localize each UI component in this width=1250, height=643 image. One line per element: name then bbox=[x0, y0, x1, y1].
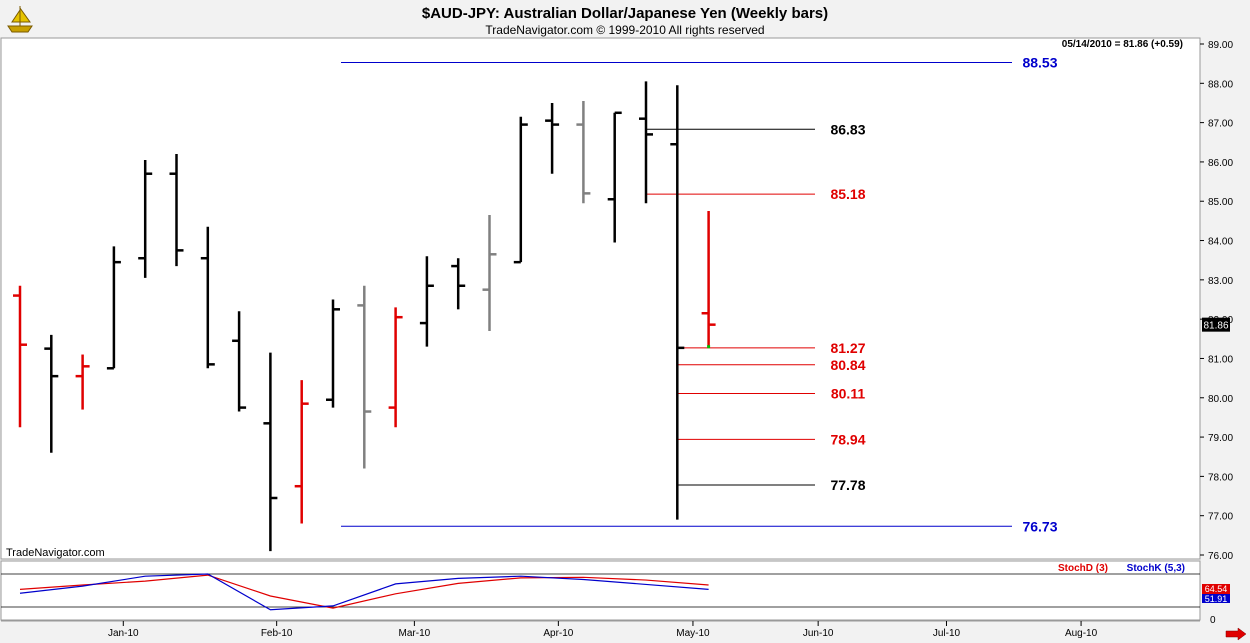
ohlc-bar bbox=[357, 285, 372, 469]
price-tick-label: 80.00 bbox=[1208, 394, 1233, 405]
price-tick-label: 78.00 bbox=[1208, 472, 1233, 483]
time-tick-label: Jul-10 bbox=[933, 628, 961, 639]
ohlc-bar bbox=[388, 307, 403, 428]
time-tick-label: May-10 bbox=[676, 628, 710, 639]
time-tick-label: Apr-10 bbox=[543, 628, 573, 639]
ohlc-bar bbox=[294, 380, 309, 524]
gold-ship-icon bbox=[7, 6, 33, 33]
chart-title: $AUD-JPY: Australian Dollar/Japanese Yen… bbox=[422, 5, 828, 22]
price-axis: 89.0088.0087.0086.0085.0084.0083.0082.00… bbox=[1200, 40, 1233, 562]
ohlc-bar bbox=[482, 214, 497, 331]
ohlc-bar bbox=[200, 226, 215, 369]
price-tick-label: 76.00 bbox=[1208, 551, 1233, 562]
ohlc-bar bbox=[701, 211, 716, 347]
price-panel bbox=[0, 37, 1201, 560]
price-tick-label: 84.00 bbox=[1208, 237, 1233, 248]
price-tick-label: 79.00 bbox=[1208, 433, 1233, 444]
price-tick-label: 88.00 bbox=[1208, 79, 1233, 90]
ohlc-bar bbox=[263, 352, 278, 552]
ohlc-bar bbox=[513, 116, 528, 264]
ohlc-bar bbox=[44, 334, 59, 453]
stoch-axis-zero: 0 bbox=[1210, 615, 1216, 626]
price-tick-label: 85.00 bbox=[1208, 197, 1233, 208]
stochk-legend: StochK (5,3) bbox=[1127, 563, 1185, 574]
time-tick-label: Jan-10 bbox=[108, 628, 139, 639]
price-tick-label: 89.00 bbox=[1208, 40, 1233, 51]
stochastic-panel bbox=[0, 560, 1201, 621]
level-label: 88.53 bbox=[1022, 54, 1057, 70]
time-tick-label: Aug-10 bbox=[1065, 628, 1098, 639]
stochk-value: 51.91 bbox=[1205, 594, 1228, 604]
time-tick-label: Jun-10 bbox=[803, 628, 834, 639]
stochd-legend: StochD (3) bbox=[1058, 563, 1108, 574]
level-label: 78.94 bbox=[830, 431, 865, 447]
current-price-label: 81.86 bbox=[1203, 321, 1228, 332]
level-label: 85.18 bbox=[830, 186, 865, 202]
ohlc-bar bbox=[75, 354, 90, 410]
ohlc-bar bbox=[419, 256, 434, 347]
ohlc-bar bbox=[576, 100, 591, 204]
ohlc-bars bbox=[13, 81, 716, 552]
level-label: 80.11 bbox=[831, 385, 865, 401]
ohlc-bar bbox=[106, 246, 121, 370]
stoch-series-line bbox=[19, 573, 709, 611]
ohlc-bar bbox=[169, 154, 184, 267]
ohlc-bar bbox=[545, 102, 560, 174]
red-right-arrow-icon[interactable] bbox=[1225, 627, 1247, 641]
last-quote-label: 05/14/2010 = 81.86 (+0.59) bbox=[1062, 39, 1183, 50]
level-label: 81.27 bbox=[830, 340, 865, 356]
ohlc-bar bbox=[138, 159, 153, 278]
level-label: 76.73 bbox=[1022, 518, 1057, 534]
time-tick-label: Mar-10 bbox=[399, 628, 431, 639]
price-tick-label: 86.00 bbox=[1208, 158, 1233, 169]
price-tick-label: 81.00 bbox=[1208, 354, 1233, 365]
level-label: 77.78 bbox=[830, 477, 865, 493]
level-label: 80.84 bbox=[830, 357, 865, 373]
stochd-value: 64.54 bbox=[1205, 584, 1228, 594]
time-tick-label: Feb-10 bbox=[261, 628, 293, 639]
stoch-series-line bbox=[19, 574, 709, 609]
ohlc-bar bbox=[13, 285, 27, 428]
stochastic-lines bbox=[1, 573, 1200, 611]
price-tick-label: 77.00 bbox=[1208, 512, 1233, 523]
price-tick-label: 83.00 bbox=[1208, 276, 1233, 287]
chart-subtitle: TradeNavigator.com © 1999-2010 All right… bbox=[485, 23, 764, 37]
ohlc-bar bbox=[232, 311, 247, 412]
price-tick-label: 87.00 bbox=[1208, 119, 1233, 130]
ohlc-bar bbox=[607, 111, 622, 243]
ohlc-bar bbox=[670, 85, 685, 520]
watermark: TradeNavigator.com bbox=[6, 547, 105, 559]
level-label: 86.83 bbox=[830, 121, 865, 137]
time-axis: Jan-10 Feb-10 Mar-10 Apr-10 May-10 Jun-10 Jul-… bbox=[1, 620, 1200, 639]
ohlc-bar bbox=[451, 258, 466, 310]
last-bar-marker bbox=[707, 345, 711, 349]
current-price-flag: 81.86 bbox=[1202, 317, 1230, 332]
stoch-value-labels: 64.54 51.91 bbox=[1202, 584, 1230, 604]
ohlc-bar bbox=[326, 299, 340, 408]
ohlc-bar bbox=[639, 81, 653, 204]
